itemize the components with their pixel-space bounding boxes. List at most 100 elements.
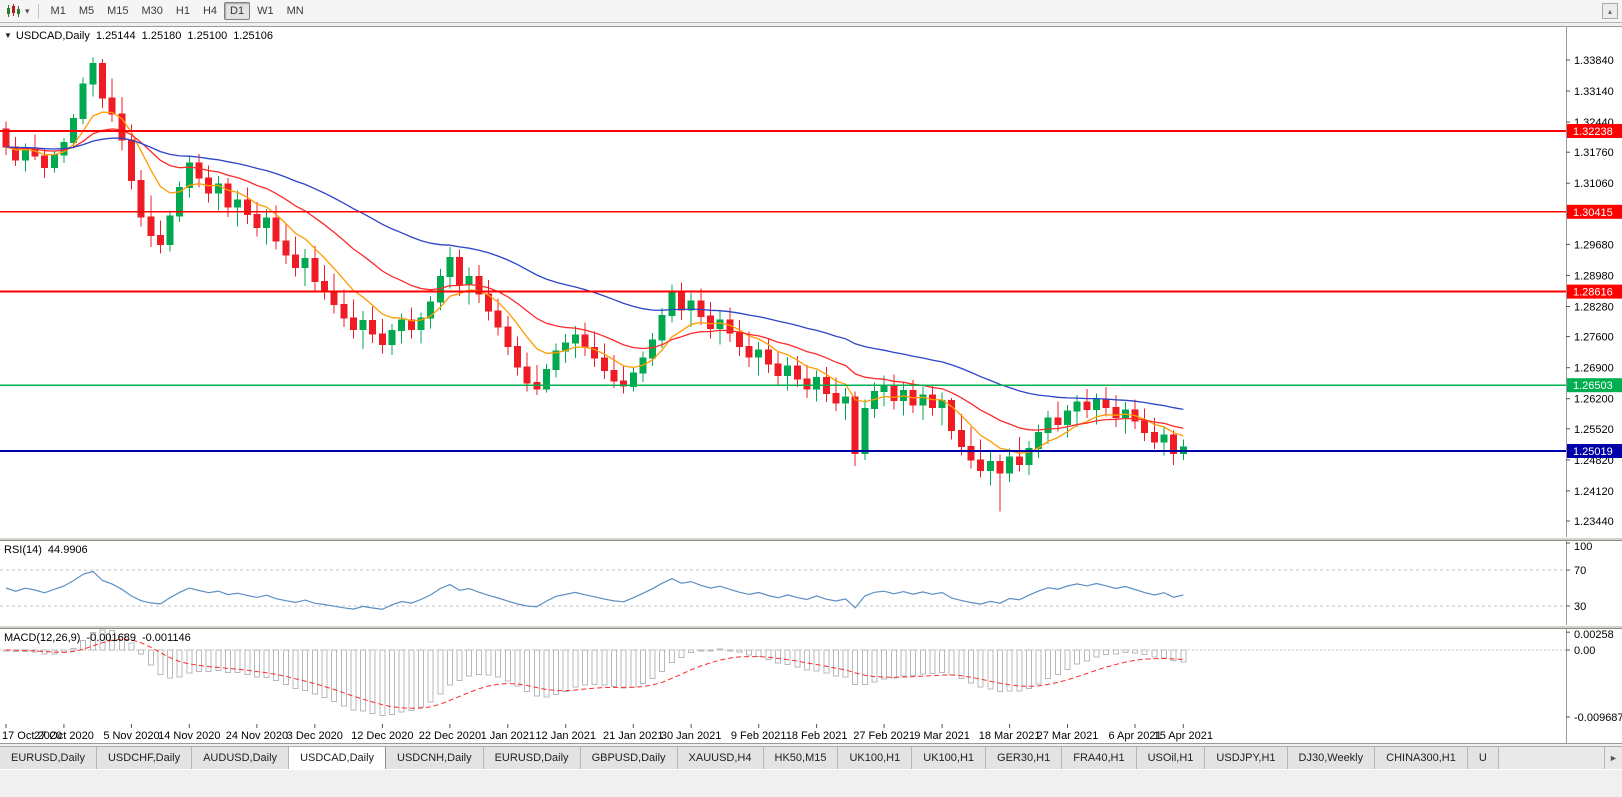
candlestick-glyph — [7, 4, 20, 17]
chart-tab-13[interactable]: FRA40,H1 — [1062, 747, 1137, 769]
date-tick-label: 5 Nov 2020 — [103, 730, 159, 742]
chart-tab-12[interactable]: GER30,H1 — [986, 747, 1063, 769]
chart-tab-7[interactable]: GBPUSD,Daily — [580, 747, 678, 769]
macd-tick-label: 0.00 — [1574, 645, 1595, 657]
date-tick-label: 27 Feb 2021 — [853, 730, 915, 742]
date-tick-label: 21 Jan 2021 — [603, 730, 664, 742]
macd-tick-label: -0.009687 — [1574, 712, 1622, 724]
chart-tab-15[interactable]: USDJPY,H1 — [1205, 747, 1288, 769]
price-levels-layer[interactable] — [0, 130, 1566, 453]
tab-scroll-right-icon[interactable]: ► — [1604, 747, 1622, 769]
macd-canvas[interactable]: 0.00258 0.00 -0.009687 — [0, 629, 1622, 724]
main-chart-panel[interactable]: 1.338401.331401.324401.317601.310601.303… — [0, 26, 1622, 538]
rsi-value: 44.9906 — [47, 544, 88, 556]
chart-tab-2[interactable]: USDCHF,Daily — [96, 747, 193, 769]
date-tick-label: 12 Dec 2020 — [351, 730, 413, 742]
time-axis[interactable]: 17 Oct 2020 27 Oct 2020 5 Nov 2020 14 Nov 2… — [0, 724, 1622, 744]
chart-tab-5[interactable]: USDCNH,Daily — [386, 747, 484, 769]
chart-expand-icon[interactable]: ▼ — [4, 31, 12, 40]
rsi-tick-label: 70 — [1574, 565, 1586, 577]
chart-type-icon[interactable] — [4, 3, 22, 19]
chart-tab-17[interactable]: CHINA300,H1 — [1375, 747, 1468, 769]
price-level-tag-label: 1.26503 — [1573, 380, 1613, 392]
chart-tab-1[interactable]: EURUSD,Daily — [0, 747, 97, 769]
price-level-tag — [1567, 378, 1622, 393]
price-tick-label: 1.24120 — [1574, 486, 1614, 498]
price-tick-label: 1.33840 — [1574, 55, 1614, 67]
price-level-tag-label: 1.25019 — [1573, 446, 1613, 458]
rsi-panel[interactable]: 100 70 30 — [0, 541, 1622, 625]
chart-tab-16[interactable]: DJ30,Weekly — [1287, 747, 1376, 769]
chart-tab-4[interactable]: USDCAD,Daily — [289, 747, 387, 769]
chart-ohlc-header: ▼ USDCAD,Daily 1.25144 1.25180 1.25100 1.2510… — [4, 30, 273, 42]
timeframe-button-D1[interactable]: D1 — [224, 2, 251, 20]
macd-value: -0.001689 — [86, 632, 136, 644]
macd-signal-line — [5, 638, 1184, 709]
price-tick-label: 1.28980 — [1574, 270, 1614, 282]
rsi-tick-label: 30 — [1574, 601, 1586, 613]
date-tick-label: 27 Oct 2020 — [34, 730, 94, 742]
timeframe-button-H1[interactable]: H1 — [175, 5, 190, 17]
timeframe-bar: M1 M5 M15 M30 H1 H4 D1 W1 MN — [45, 2, 310, 20]
main-chart-canvas[interactable]: 1.338401.331401.324401.317601.310601.303… — [0, 27, 1622, 538]
timeframe-button-M15[interactable]: M15 — [107, 5, 129, 17]
ohlc-low: 1.25100 — [187, 30, 228, 42]
chart-tab-8[interactable]: XAUUSD,H4 — [677, 747, 764, 769]
timeframe-button-M5[interactable]: M5 — [78, 5, 95, 17]
rsi-line — [5, 570, 1184, 610]
price-level-tag — [1567, 284, 1622, 299]
date-tick-label: 24 Nov 2020 — [226, 730, 288, 742]
price-tick-label: 1.33140 — [1574, 86, 1614, 98]
date-tick-label: 22 Dec 2020 — [419, 730, 481, 742]
timeframe-button-M30[interactable]: M30 — [141, 5, 163, 17]
chart-tab-6[interactable]: EURUSD,Daily — [483, 747, 581, 769]
price-axis[interactable]: 1.338401.331401.324401.317601.310601.303… — [1566, 27, 1622, 538]
rsi-indicator-name: RSI(14) — [4, 544, 42, 556]
price-level-tag — [1567, 124, 1622, 138]
macd-tick-label: 0.00258 — [1574, 629, 1614, 641]
panel-splitter[interactable] — [0, 625, 1622, 629]
macd-panel[interactable]: 0.00258 0.00 -0.009687 — [0, 629, 1622, 724]
ohlc-close: 1.25106 — [233, 30, 273, 42]
chart-symbol-label: USDCAD,Daily — [15, 30, 90, 42]
date-tick-label: 9 Mar 2021 — [914, 730, 970, 742]
chart-tab-10[interactable]: UK100,H1 — [838, 747, 913, 769]
date-tick-label: 18 Mar 2021 — [979, 730, 1041, 742]
timeframe-button-MN[interactable]: MN — [286, 5, 304, 17]
chart-tab-11[interactable]: UK100,H1 — [912, 747, 987, 769]
candles-layer — [2, 57, 1187, 512]
macd-header: MACD(12,26,9) -0.001689 -0.001146 — [4, 632, 191, 644]
moving-averages-layer — [5, 111, 1184, 455]
chart-tab-18[interactable]: U — [1467, 747, 1499, 769]
panel-splitter[interactable] — [0, 537, 1622, 541]
price-tick-label: 1.26200 — [1574, 394, 1614, 406]
chart-type-dropdown-icon[interactable]: ▾ — [25, 5, 30, 16]
price-level-tag — [1567, 204, 1622, 219]
date-tick-label: 3 Dec 2020 — [287, 730, 343, 742]
chart-tab-14[interactable]: USOil,H1 — [1136, 747, 1206, 769]
toolbar-overflow-button[interactable]: ▴ — [1602, 3, 1618, 19]
date-tick-label: 18 Feb 2021 — [786, 730, 848, 742]
price-level-tag-label: 1.32238 — [1573, 126, 1613, 138]
macd-signal-value: -0.001146 — [141, 632, 191, 644]
ohlc-high: 1.25180 — [141, 30, 182, 42]
date-tick-label: 6 Apr 2021 — [1108, 730, 1161, 742]
rsi-canvas[interactable]: 100 70 30 — [0, 541, 1622, 625]
price-tick-label: 1.26900 — [1574, 363, 1614, 375]
date-tick-label: 9 Feb 2021 — [731, 730, 787, 742]
timeframe-button-H4[interactable]: H4 — [202, 5, 218, 17]
date-tick-label: 12 Jan 2021 — [535, 730, 596, 742]
price-level-tag-label: 1.30415 — [1573, 207, 1613, 219]
date-tick-label: 30 Jan 2021 — [661, 730, 722, 742]
timeframe-button-W1[interactable]: W1 — [257, 5, 274, 17]
timeframe-button-M1[interactable]: M1 — [50, 5, 66, 17]
price-level-tag-label: 1.28616 — [1573, 287, 1613, 299]
date-tick-label: 1 Jan 2021 — [481, 730, 535, 742]
price-tick-label: 1.27600 — [1574, 332, 1614, 344]
chart-tab-strip: EURUSD,Daily USDCHF,Daily AUDUSD,Daily USDC… — [0, 747, 1604, 769]
ohlc-open: 1.25144 — [95, 30, 136, 42]
chart-tab-3[interactable]: AUDUSD,Daily — [192, 747, 290, 769]
chart-tab-9[interactable]: HK50,M15 — [763, 747, 839, 769]
